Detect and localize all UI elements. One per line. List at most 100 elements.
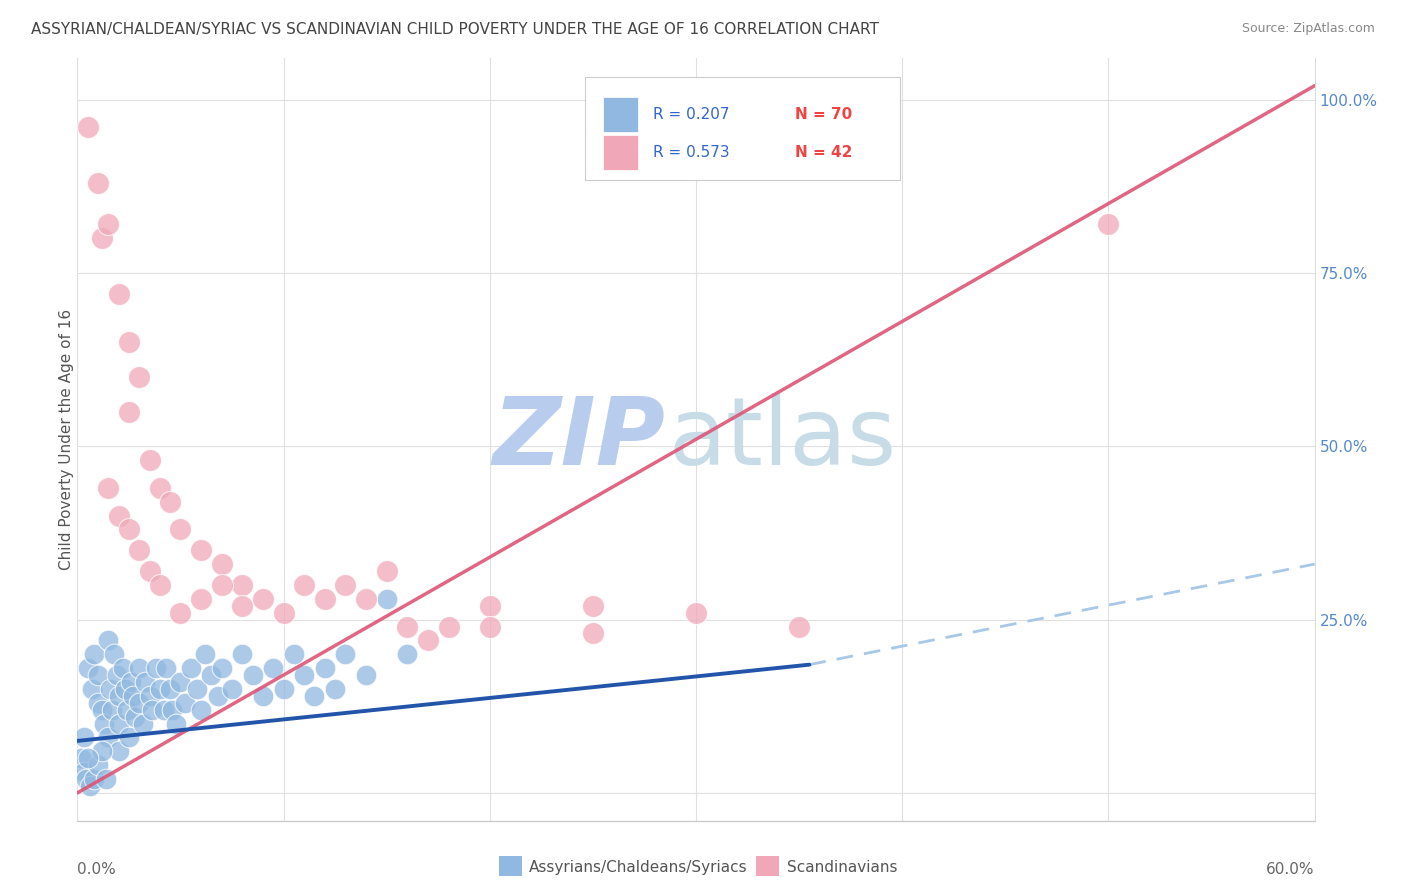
Point	[335, 647, 357, 661]
Point	[211, 661, 233, 675]
Point	[145, 661, 167, 675]
Point	[354, 668, 377, 682]
Point	[169, 675, 191, 690]
Point	[118, 404, 141, 418]
Point	[252, 591, 274, 606]
Point	[111, 661, 134, 675]
Point	[292, 668, 315, 682]
Point	[105, 668, 128, 682]
Text: Source: ZipAtlas.com: Source: ZipAtlas.com	[1241, 22, 1375, 36]
Point	[173, 696, 195, 710]
Point	[118, 731, 141, 745]
Point	[128, 696, 150, 710]
Point	[128, 543, 150, 558]
Point	[76, 120, 98, 135]
Text: R = 0.573: R = 0.573	[652, 145, 730, 160]
Point	[1097, 218, 1119, 232]
Point	[75, 772, 97, 786]
Point	[79, 779, 101, 793]
Point	[273, 681, 295, 696]
Point	[132, 716, 155, 731]
Point	[87, 758, 110, 772]
Point	[72, 765, 94, 780]
Point	[80, 681, 103, 696]
Point	[323, 681, 346, 696]
Point	[582, 626, 605, 640]
Point	[128, 661, 150, 675]
Point	[149, 481, 172, 495]
Point	[83, 772, 105, 786]
Text: 0.0%: 0.0%	[77, 863, 117, 877]
Point	[169, 606, 191, 620]
Point	[141, 703, 163, 717]
Point	[685, 606, 707, 620]
Point	[91, 703, 114, 717]
Point	[70, 751, 93, 765]
Point	[134, 675, 156, 690]
Bar	[603, 135, 638, 170]
Point	[91, 231, 114, 245]
Text: ZIP: ZIP	[492, 393, 665, 485]
Point	[252, 689, 274, 703]
Point	[396, 647, 419, 661]
Point	[190, 703, 212, 717]
Point	[118, 523, 141, 537]
Point	[200, 668, 222, 682]
Point	[354, 591, 377, 606]
Point	[787, 619, 810, 633]
Point	[211, 578, 233, 592]
Point	[138, 689, 160, 703]
Point	[231, 599, 253, 613]
Point	[87, 176, 110, 190]
Y-axis label: Child Poverty Under the Age of 16: Child Poverty Under the Age of 16	[59, 309, 73, 570]
Point	[190, 591, 212, 606]
Point	[396, 619, 419, 633]
Point	[91, 744, 114, 758]
Point	[122, 689, 145, 703]
Point	[292, 578, 315, 592]
Point	[107, 744, 129, 758]
Point	[242, 668, 264, 682]
Point	[416, 633, 439, 648]
Point	[169, 523, 191, 537]
Point	[153, 703, 176, 717]
Point	[107, 286, 129, 301]
Text: N = 42: N = 42	[794, 145, 852, 160]
Point	[314, 591, 336, 606]
Point	[314, 661, 336, 675]
Point	[120, 675, 142, 690]
Point	[159, 681, 181, 696]
Point	[159, 494, 181, 508]
Point	[107, 716, 129, 731]
Point	[76, 661, 98, 675]
Point	[149, 578, 172, 592]
Point	[180, 661, 202, 675]
Point	[101, 703, 124, 717]
Point	[96, 772, 118, 786]
Point	[231, 578, 253, 592]
Point	[194, 647, 217, 661]
Point	[138, 564, 160, 578]
Point	[107, 689, 129, 703]
Point	[207, 689, 229, 703]
Point	[304, 689, 326, 703]
Point	[273, 606, 295, 620]
Point	[375, 564, 398, 578]
Point	[76, 751, 98, 765]
Point	[283, 647, 305, 661]
Point	[97, 731, 120, 745]
Point	[97, 218, 120, 232]
Point	[97, 633, 120, 648]
Point	[118, 335, 141, 350]
Point	[124, 709, 146, 723]
Point	[83, 647, 105, 661]
Point	[231, 647, 253, 661]
Point	[582, 599, 605, 613]
Point	[165, 716, 187, 731]
Point	[107, 508, 129, 523]
Point	[72, 731, 94, 745]
Point	[160, 703, 183, 717]
Point	[478, 619, 501, 633]
Point	[262, 661, 284, 675]
Point	[149, 681, 172, 696]
